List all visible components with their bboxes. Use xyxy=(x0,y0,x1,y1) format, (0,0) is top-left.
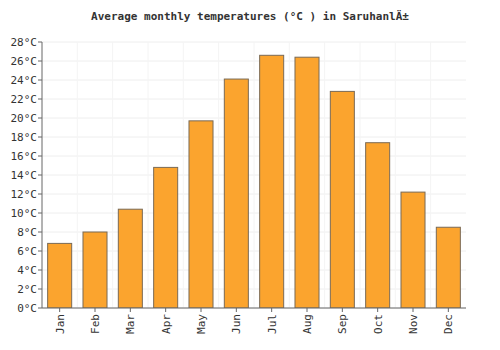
y-tick-label: 10°C xyxy=(11,207,38,220)
y-tick-label: 20°C xyxy=(11,112,38,125)
x-tick xyxy=(377,308,378,312)
y-tick xyxy=(38,175,42,176)
grid-line-vertical xyxy=(112,42,113,308)
y-tick-label: 14°C xyxy=(11,169,38,182)
x-tick-label: Sep xyxy=(336,314,349,334)
bar xyxy=(330,91,354,308)
x-tick-label: Jul xyxy=(266,314,279,334)
bar xyxy=(118,209,142,308)
grid-line-vertical xyxy=(324,42,325,308)
x-tick-label: Oct xyxy=(372,314,385,334)
x-tick xyxy=(59,308,60,312)
grid-line-vertical xyxy=(183,42,184,308)
grid-line-vertical xyxy=(395,42,396,308)
grid-line-vertical xyxy=(148,42,149,308)
chart-container: Average monthly temperatures (°C ) in Sa… xyxy=(0,0,500,350)
x-tick-label: Dec xyxy=(442,314,455,334)
y-tick-label: 22°C xyxy=(11,93,38,106)
y-tick xyxy=(38,80,42,81)
bar xyxy=(48,243,72,308)
y-tick xyxy=(38,289,42,290)
y-tick xyxy=(38,118,42,119)
bar xyxy=(189,121,213,308)
bar xyxy=(260,55,284,308)
x-tick-label: Feb xyxy=(89,314,102,334)
y-tick xyxy=(38,194,42,195)
x-axis xyxy=(42,308,466,309)
y-tick-label: 24°C xyxy=(11,74,38,87)
grid-line-vertical xyxy=(430,42,431,308)
y-tick-label: 28°C xyxy=(11,36,38,49)
x-tick xyxy=(271,308,272,312)
y-tick xyxy=(38,137,42,138)
x-tick-label: Nov xyxy=(407,314,420,334)
x-tick xyxy=(342,308,343,312)
grid-line-vertical xyxy=(218,42,219,308)
y-tick-label: 12°C xyxy=(11,188,38,201)
y-tick-label: 16°C xyxy=(11,150,38,163)
x-tick xyxy=(130,308,131,312)
x-tick-label: May xyxy=(195,314,208,334)
bar xyxy=(154,167,178,308)
y-axis xyxy=(42,42,43,308)
y-tick-label: 18°C xyxy=(11,131,38,144)
y-tick-label: 2°C xyxy=(17,283,37,296)
y-tick xyxy=(38,308,42,309)
x-tick-label: Apr xyxy=(160,314,173,334)
x-tick-label: Aug xyxy=(301,314,314,334)
y-tick xyxy=(38,42,42,43)
y-tick xyxy=(38,270,42,271)
title: Average monthly temperatures (°C ) in Sa… xyxy=(91,9,409,23)
y-tick-label: 4°C xyxy=(17,264,37,277)
grid-line-vertical xyxy=(254,42,255,308)
y-tick-label: 6°C xyxy=(17,245,37,258)
x-tick-label: Jun xyxy=(230,314,243,334)
y-tick xyxy=(38,251,42,252)
bar xyxy=(295,57,319,308)
x-tick xyxy=(201,308,202,312)
bar xyxy=(224,79,248,308)
bar xyxy=(436,227,460,308)
y-tick xyxy=(38,232,42,233)
x-tick-label: Mar xyxy=(124,314,137,334)
chart: Average monthly temperatures (°C ) in Sa… xyxy=(0,0,500,350)
grid-line-vertical xyxy=(77,42,78,308)
x-tick xyxy=(307,308,308,312)
grid-line-vertical xyxy=(289,42,290,308)
x-tick-label: Jan xyxy=(54,314,67,334)
y-tick-label: 8°C xyxy=(17,226,37,239)
x-tick xyxy=(95,308,96,312)
y-tick-label: 26°C xyxy=(11,55,38,68)
bars xyxy=(48,55,461,308)
x-tick xyxy=(413,308,414,312)
grid-line xyxy=(42,308,466,309)
y-tick xyxy=(38,99,42,100)
y-tick xyxy=(38,213,42,214)
y-tick-label: 0°C xyxy=(17,302,37,315)
x-tick xyxy=(165,308,166,312)
grid-line-vertical xyxy=(360,42,361,308)
bar xyxy=(83,232,107,308)
x-tick xyxy=(448,308,449,312)
y-tick xyxy=(38,156,42,157)
x-tick xyxy=(236,308,237,312)
bar xyxy=(401,192,425,308)
bar xyxy=(366,143,390,308)
y-tick xyxy=(38,61,42,62)
